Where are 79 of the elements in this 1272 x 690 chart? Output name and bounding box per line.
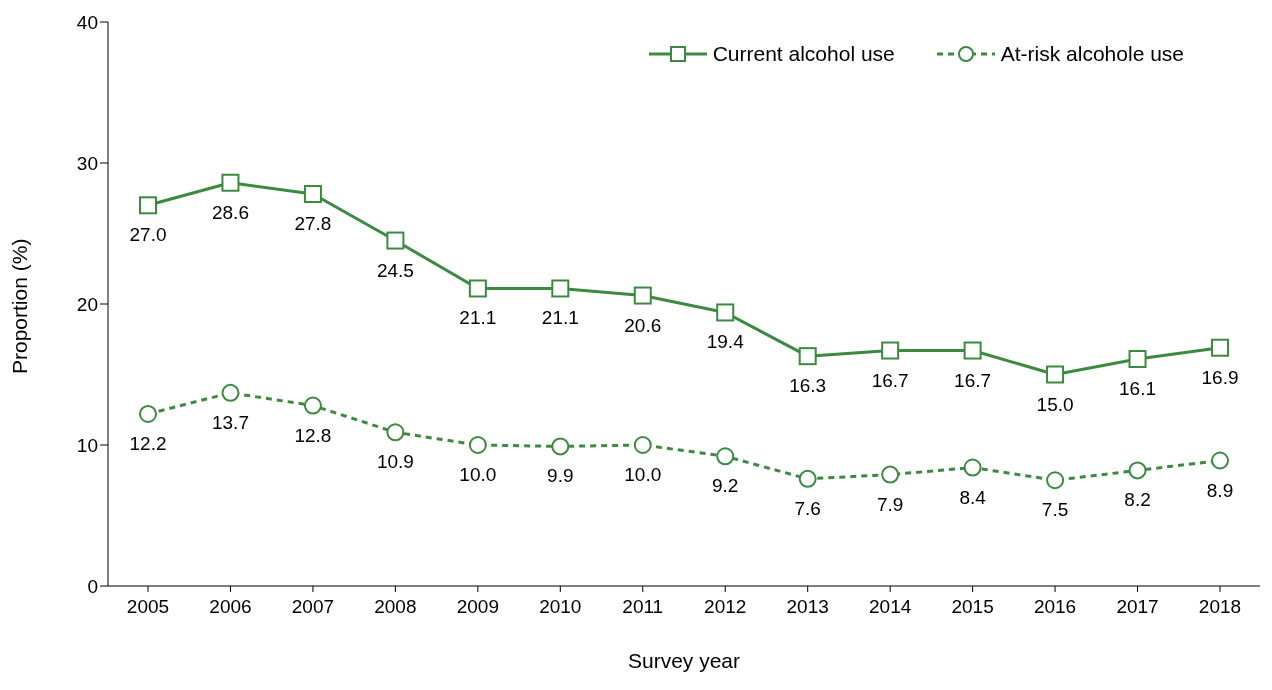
x-tick-label: 2012 [704, 596, 747, 618]
data-label: 28.6 [211, 201, 249, 223]
point [221, 173, 240, 192]
data-label: 10.9 [376, 451, 414, 473]
data-label: 16.1 [1119, 377, 1157, 399]
data-label: 21.1 [541, 307, 579, 329]
point [1211, 451, 1229, 470]
x-tick-label: 2013 [786, 596, 829, 618]
x-axis-title: Survey year [627, 649, 741, 672]
data-label: 9.2 [712, 475, 739, 497]
x-tick-label: 2006 [209, 596, 252, 618]
x-tick-label: 2008 [374, 596, 417, 618]
point [551, 279, 570, 298]
point [1046, 365, 1065, 384]
x-tick-label: 2007 [291, 596, 335, 618]
data-label: 19.4 [706, 331, 745, 353]
data-label: 12.8 [294, 424, 332, 446]
x-tick-label: 2017 [1116, 596, 1159, 618]
point [716, 447, 735, 466]
point [468, 436, 487, 454]
data-label: 21.1 [459, 307, 497, 329]
data-label: 10.0 [624, 464, 662, 485]
point [1211, 338, 1229, 357]
point [798, 469, 817, 488]
point [551, 437, 570, 456]
legend-label: At-risk alcohole use [1000, 42, 1184, 66]
point [303, 185, 322, 204]
data-label: 7.9 [876, 493, 904, 515]
legend-label: Current alcohol use [712, 42, 895, 66]
data-label: 20.6 [624, 314, 662, 336]
data-label: 16.7 [954, 369, 992, 391]
data-label: 27.0 [129, 224, 167, 246]
point [1128, 349, 1147, 368]
point [716, 303, 735, 322]
data-label: 7.5 [1041, 499, 1069, 521]
data-label: 16.3 [789, 375, 827, 397]
y-tick-label: 10 [76, 434, 98, 456]
point [963, 458, 982, 477]
point [139, 196, 157, 215]
x-tick-label: 2010 [539, 596, 582, 618]
data-label: 16.9 [1201, 366, 1239, 388]
data-label: 27.8 [294, 213, 332, 235]
x-tick-label: 2016 [1033, 596, 1077, 618]
data-label: 7.6 [794, 497, 821, 519]
data-label: 9.9 [547, 465, 574, 487]
x-tick-label: 2009 [456, 596, 499, 618]
y-tick-label: 0 [87, 575, 98, 597]
data-label: 10.0 [459, 464, 497, 485]
y-axis-title: Proportion (%) [8, 238, 32, 374]
data-label: 15.0 [1036, 393, 1074, 415]
y-tick-label: 30 [76, 152, 98, 174]
y-tick-label: 40 [76, 11, 98, 33]
data-label: 16.7 [871, 369, 909, 391]
point [468, 279, 487, 298]
point [221, 383, 240, 402]
point [881, 341, 900, 360]
point [633, 286, 652, 305]
data-label: 12.2 [129, 432, 167, 454]
point [798, 347, 817, 366]
data-label: 8.2 [1124, 489, 1151, 511]
data-label: 8.4 [959, 486, 987, 508]
x-tick-label: 2011 [622, 596, 664, 618]
data-label: 13.7 [211, 411, 249, 433]
point [1128, 461, 1147, 480]
point [633, 436, 652, 454]
point [386, 231, 405, 250]
x-tick-label: 2005 [126, 596, 170, 618]
point [303, 396, 322, 415]
data-label: 24.5 [376, 259, 414, 281]
x-tick-label: 2014 [869, 596, 912, 618]
point [881, 465, 900, 484]
point [386, 423, 405, 442]
x-tick-label: 2015 [951, 596, 994, 618]
point [1046, 471, 1065, 490]
point [963, 341, 982, 360]
point [139, 404, 157, 423]
data-label: 8.9 [1206, 479, 1234, 501]
y-tick-label: 20 [76, 293, 98, 315]
x-tick-label: 2018 [1198, 596, 1242, 618]
